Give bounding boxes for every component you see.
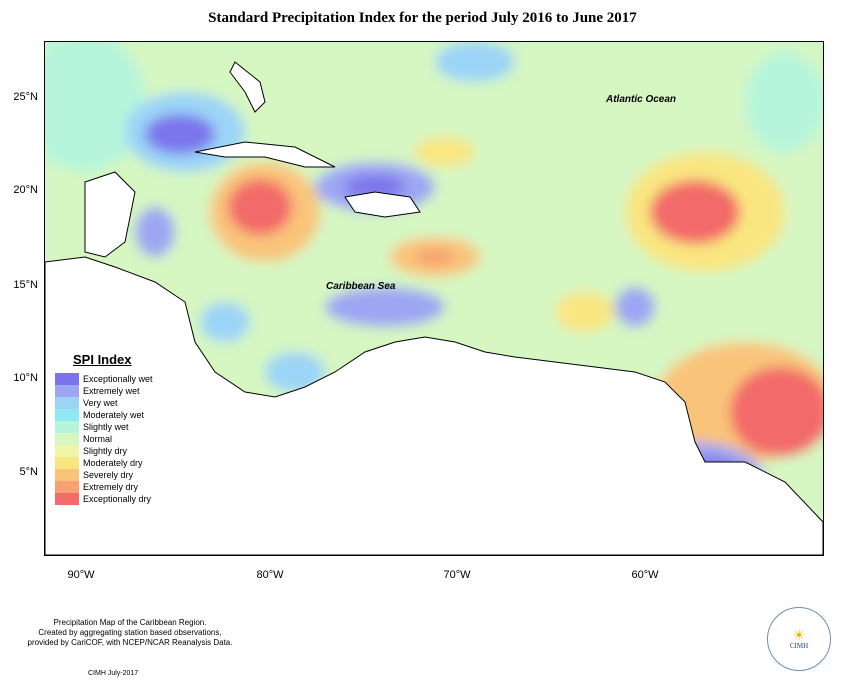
lon-tick-80w: 80°W — [256, 569, 284, 581]
legend-item: Exceptionally dry — [55, 493, 205, 505]
legend-title: SPI Index — [73, 352, 132, 367]
hispaniola — [344, 191, 421, 218]
lat-tick-20n: 20°N — [13, 184, 38, 196]
central-south-america — [45, 256, 823, 555]
legend-label: Extremely dry — [83, 482, 139, 492]
legend-swatch — [55, 445, 79, 457]
legend-swatch — [55, 421, 79, 433]
legend-label: Extremely wet — [83, 386, 140, 396]
legend-label: Moderately dry — [83, 458, 143, 468]
sun-icon: ☀ — [792, 627, 806, 643]
legend-swatch — [55, 373, 79, 385]
spi-map-canvas — [45, 42, 823, 555]
legend-item: Extremely wet — [55, 385, 205, 397]
cimh-logo: ☀ CIMH — [767, 607, 831, 671]
landmasses — [45, 61, 823, 555]
legend-item: Slightly dry — [55, 445, 205, 457]
lat-tick-25n: 25°N — [13, 91, 38, 103]
legend-item: Extremely dry — [55, 481, 205, 493]
legend-item: Severely dry — [55, 469, 205, 481]
legend-label: Normal — [83, 434, 113, 444]
logo-text: CIMH — [789, 642, 809, 650]
legend-label: Slightly dry — [83, 446, 128, 456]
spi-legend: SPI Index Exceptionally wet Extremely we… — [55, 352, 205, 505]
legend-item: Moderately dry — [55, 457, 205, 469]
legend-item: Normal — [55, 433, 205, 445]
map-title: Standard Precipitation Index for the per… — [208, 10, 637, 26]
legend-swatch — [55, 385, 79, 397]
legend-swatch — [55, 469, 79, 481]
yucatan — [84, 171, 136, 258]
caribbean-sea-label: Caribbean Sea — [326, 281, 396, 292]
footnote-line: Created by aggregating station based obs… — [38, 628, 222, 637]
legend-swatch — [55, 397, 79, 409]
legend-item: Very wet — [55, 397, 205, 409]
legend-swatch — [55, 433, 79, 445]
legend-label: Slightly wet — [83, 422, 129, 432]
footnote-line: provided by CariCOF, with NCEP/NCAR Rean… — [27, 638, 233, 647]
footnote-line: Precipitation Map of the Caribbean Regio… — [53, 618, 207, 627]
legend-label: Moderately wet — [83, 410, 145, 420]
legend-swatch — [55, 409, 79, 421]
lat-tick-5n: 5°N — [19, 466, 38, 478]
legend-label: Severely dry — [83, 470, 134, 480]
lat-tick-10n: 10°N — [13, 372, 38, 384]
florida — [229, 61, 266, 113]
legend-label: Exceptionally dry — [83, 494, 152, 504]
legend-swatch — [55, 493, 79, 505]
legend-label: Exceptionally wet — [83, 374, 153, 384]
lat-tick-15n: 15°N — [13, 279, 38, 291]
footnote: Precipitation Map of the Caribbean Regio… — [0, 618, 260, 648]
legend-swatch — [55, 457, 79, 469]
spi-map — [44, 41, 824, 556]
lon-tick-90w: 90°W — [67, 569, 95, 581]
atlantic-ocean-label: Atlantic Ocean — [606, 94, 677, 105]
legend-item: Moderately wet — [55, 409, 205, 421]
footnote-date: CIMH July-2017 — [88, 670, 139, 677]
legend-label: Very wet — [83, 398, 118, 408]
legend-item: Exceptionally wet — [55, 373, 205, 385]
legend-item: Slightly wet — [55, 421, 205, 433]
lon-tick-60w: 60°W — [631, 569, 659, 581]
legend-swatch — [55, 481, 79, 493]
lon-tick-70w: 70°W — [443, 569, 471, 581]
cuba — [194, 141, 336, 168]
